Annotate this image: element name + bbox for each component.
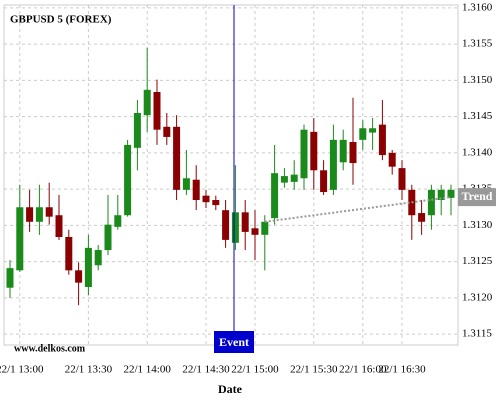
event-label: Event: [219, 335, 249, 349]
y-tick-label: 1.3130: [462, 219, 493, 231]
x-tick-label: 22/1 15:30: [290, 364, 338, 376]
y-tick-label: 1.3150: [462, 74, 493, 86]
y-tick-label: 1.3115: [462, 328, 492, 340]
x-axis-title: Date: [218, 382, 243, 396]
x-tick-label: 22/1 14:30: [182, 364, 230, 376]
watermark: www.delkos.com: [14, 343, 86, 354]
x-tick-label: 22/1 13:30: [65, 364, 113, 376]
x-tick-label: 22/1 16:00: [339, 364, 387, 376]
y-tick-label: 1.3155: [462, 38, 493, 50]
trend-line: [264, 196, 452, 223]
x-tick-label: 22/1 14:00: [124, 364, 172, 376]
y-tick-label: 1.3140: [462, 146, 493, 158]
x-tick-label: 22/1 16:30: [378, 364, 426, 376]
x-tick-label: 22/1 15:00: [231, 364, 279, 376]
trend-label: Trend: [462, 189, 493, 203]
chart-title: GBPUSD 5 (FOREX): [10, 14, 112, 26]
y-tick-label: 1.3120: [462, 291, 493, 303]
y-tick-label: 1.3160: [462, 1, 493, 13]
event-label-box: [214, 331, 254, 353]
y-tick-label: 1.3125: [462, 255, 493, 267]
trend-label-box: [458, 188, 496, 207]
x-tick-label: 22/1 13:00: [0, 364, 44, 376]
y-tick-label: 1.3145: [462, 110, 493, 122]
